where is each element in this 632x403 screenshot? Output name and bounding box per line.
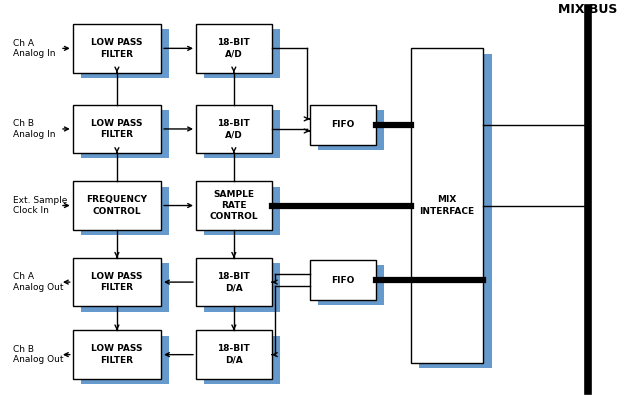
Bar bbox=[411, 48, 483, 363]
Text: LOW PASS
FILTER: LOW PASS FILTER bbox=[91, 345, 143, 365]
Text: 18-BIT
A/D: 18-BIT A/D bbox=[217, 38, 250, 58]
Bar bbox=[196, 330, 272, 379]
Text: LOW PASS
FILTER: LOW PASS FILTER bbox=[91, 38, 143, 58]
Bar bbox=[73, 105, 161, 153]
Bar bbox=[196, 24, 272, 73]
Text: FREQUENCY
CONTROL: FREQUENCY CONTROL bbox=[87, 195, 147, 216]
Bar bbox=[196, 181, 272, 230]
Bar bbox=[204, 187, 280, 235]
Text: 18-BIT
D/A: 18-BIT D/A bbox=[217, 272, 250, 292]
Bar bbox=[318, 265, 384, 305]
Bar bbox=[204, 110, 280, 158]
Text: MIX BUS: MIX BUS bbox=[558, 3, 617, 16]
Text: 18-BIT
A/D: 18-BIT A/D bbox=[217, 119, 250, 139]
Text: 18-BIT
D/A: 18-BIT D/A bbox=[217, 345, 250, 365]
Text: Ext. Sample
Clock In: Ext. Sample Clock In bbox=[13, 196, 67, 215]
Bar bbox=[310, 105, 376, 145]
Text: SAMPLE
RATE
CONTROL: SAMPLE RATE CONTROL bbox=[210, 189, 258, 222]
Bar bbox=[73, 181, 161, 230]
Text: LOW PASS
FILTER: LOW PASS FILTER bbox=[91, 119, 143, 139]
Bar bbox=[81, 263, 169, 312]
Text: Ch B
Analog In: Ch B Analog In bbox=[13, 119, 55, 139]
Bar bbox=[81, 110, 169, 158]
Bar bbox=[204, 336, 280, 384]
Bar bbox=[81, 29, 169, 78]
Bar bbox=[310, 260, 376, 300]
Bar bbox=[196, 105, 272, 153]
Text: LOW PASS
FILTER: LOW PASS FILTER bbox=[91, 272, 143, 292]
Bar bbox=[196, 258, 272, 306]
Bar bbox=[73, 330, 161, 379]
Bar bbox=[73, 258, 161, 306]
Text: FIFO: FIFO bbox=[331, 276, 355, 285]
Bar bbox=[204, 263, 280, 312]
Bar bbox=[81, 336, 169, 384]
Bar bbox=[204, 29, 280, 78]
Bar bbox=[73, 24, 161, 73]
Bar bbox=[81, 187, 169, 235]
Text: Ch A
Analog Out: Ch A Analog Out bbox=[13, 272, 63, 292]
Text: MIX
INTERFACE: MIX INTERFACE bbox=[420, 195, 475, 216]
Text: FIFO: FIFO bbox=[331, 120, 355, 129]
Text: Ch A
Analog In: Ch A Analog In bbox=[13, 39, 55, 58]
Bar bbox=[318, 110, 384, 150]
Bar bbox=[419, 54, 492, 368]
Text: Ch B
Analog Out: Ch B Analog Out bbox=[13, 345, 63, 364]
